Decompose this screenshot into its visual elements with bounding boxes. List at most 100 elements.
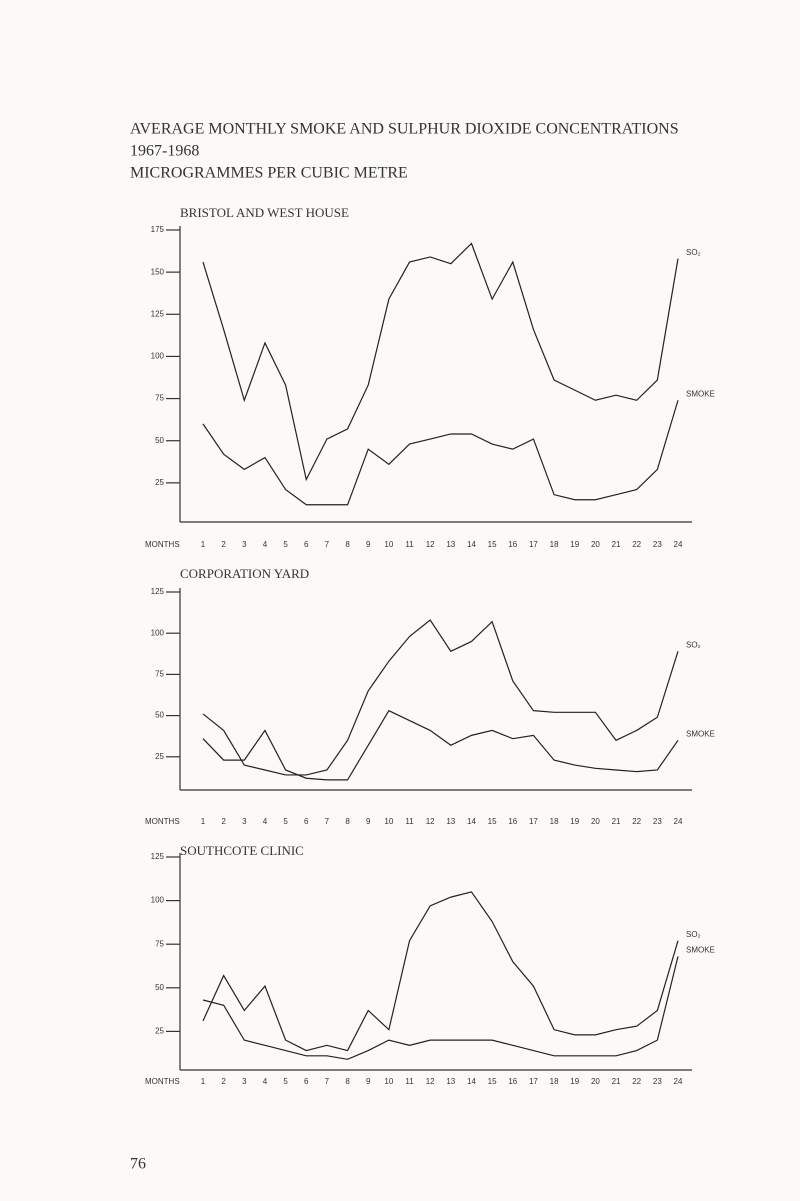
x-tick-label: 8 — [345, 817, 350, 826]
series-label: SMOKE — [686, 946, 715, 955]
x-tick-label: 1 — [201, 540, 206, 549]
x-axis-label: MONTHS — [145, 817, 180, 826]
series-label: SO₂ — [686, 640, 701, 649]
x-tick-label: 12 — [426, 540, 435, 549]
x-axis-label: MONTHS — [145, 1077, 180, 1086]
x-tick-label: 13 — [446, 540, 455, 549]
y-tick-label: 75 — [155, 670, 164, 679]
x-tick-label: 21 — [612, 540, 621, 549]
x-tick-label: 11 — [405, 817, 414, 826]
data-line — [202, 891, 679, 1052]
x-tick-label: 4 — [263, 540, 268, 549]
x-tick-label: 19 — [570, 817, 579, 826]
x-tick-label: 20 — [591, 817, 600, 826]
x-tick-label: 12 — [426, 817, 435, 826]
x-tick-label: 23 — [653, 817, 662, 826]
x-tick-label: 18 — [550, 540, 559, 549]
chart-title: CORPORATION YARD — [180, 566, 309, 581]
x-tick-label: 14 — [467, 1077, 476, 1086]
y-tick-label: 100 — [151, 628, 165, 637]
x-tick-label: 10 — [384, 540, 393, 549]
y-tick-label: 25 — [155, 1027, 164, 1036]
x-tick-label: 6 — [304, 817, 309, 826]
x-tick-label: 20 — [591, 540, 600, 549]
y-tick-label: 75 — [155, 394, 164, 403]
x-tick-label: 16 — [508, 1077, 517, 1086]
y-tick-label: 25 — [155, 752, 164, 761]
y-tick-label: 75 — [155, 939, 164, 948]
x-tick-label: 8 — [345, 1077, 350, 1086]
x-tick-label: 7 — [325, 817, 330, 826]
page-number: 76 — [130, 1156, 146, 1173]
x-tick-label: 3 — [242, 1077, 247, 1086]
x-tick-label: 2 — [221, 817, 226, 826]
y-tick-label: 25 — [155, 478, 164, 487]
x-tick-label: 22 — [632, 817, 641, 826]
x-tick-label: 17 — [529, 1077, 538, 1086]
series-label: SMOKE — [686, 729, 715, 738]
x-tick-label: 5 — [283, 540, 288, 549]
x-tick-label: 9 — [366, 1077, 371, 1086]
x-tick-label: 3 — [242, 540, 247, 549]
x-tick-label: 23 — [653, 1077, 662, 1086]
x-tick-label: 18 — [550, 1077, 559, 1086]
x-tick-label: 14 — [467, 540, 476, 549]
x-tick-label: 4 — [263, 1077, 268, 1086]
x-tick-label: 22 — [632, 540, 641, 549]
x-tick-label: 13 — [446, 1077, 455, 1086]
header-line: AVERAGE MONTHLY SMOKE AND SULPHUR DIOXID… — [130, 121, 679, 138]
y-tick-label: 125 — [151, 587, 165, 596]
chart-title: BRISTOL AND WEST HOUSE — [180, 205, 349, 220]
x-tick-label: 7 — [325, 1077, 330, 1086]
x-tick-label: 24 — [674, 1077, 683, 1086]
x-tick-label: 24 — [674, 817, 683, 826]
series-label: SO₂ — [686, 248, 701, 257]
x-tick-label: 5 — [283, 817, 288, 826]
header-line: MICROGRAMMES PER CUBIC METRE — [130, 165, 408, 182]
x-tick-label: 11 — [405, 540, 414, 549]
x-tick-label: 6 — [304, 1077, 309, 1086]
x-tick-label: 1 — [201, 1077, 206, 1086]
x-tick-label: 2 — [221, 1077, 226, 1086]
x-tick-label: 3 — [242, 817, 247, 826]
x-tick-label: 10 — [384, 817, 393, 826]
y-tick-label: 125 — [151, 309, 165, 318]
x-tick-label: 19 — [570, 540, 579, 549]
x-tick-label: 9 — [366, 540, 371, 549]
x-tick-label: 6 — [304, 540, 309, 549]
y-tick-label: 50 — [155, 711, 164, 720]
y-tick-label: 100 — [151, 352, 165, 361]
data-line — [202, 400, 679, 506]
x-tick-label: 16 — [508, 540, 517, 549]
y-tick-label: 125 — [151, 852, 165, 861]
header-line: 1967-1968 — [130, 143, 199, 160]
y-tick-label: 175 — [151, 225, 165, 234]
data-line — [202, 242, 679, 482]
x-tick-label: 18 — [550, 817, 559, 826]
y-tick-label: 50 — [155, 436, 164, 445]
x-tick-label: 1 — [201, 817, 206, 826]
x-tick-label: 4 — [263, 817, 268, 826]
y-tick-label: 100 — [151, 896, 165, 905]
x-axis-label: MONTHS — [145, 540, 180, 549]
x-tick-label: 8 — [345, 540, 350, 549]
data-line — [202, 956, 679, 1060]
x-tick-label: 23 — [653, 540, 662, 549]
x-tick-label: 14 — [467, 817, 476, 826]
data-line — [202, 619, 679, 776]
x-tick-label: 15 — [488, 1077, 497, 1086]
x-tick-label: 2 — [221, 540, 226, 549]
x-tick-label: 12 — [426, 1077, 435, 1086]
x-tick-label: 24 — [674, 540, 683, 549]
x-tick-label: 21 — [612, 1077, 621, 1086]
x-tick-label: 16 — [508, 817, 517, 826]
series-label: SMOKE — [686, 389, 715, 398]
x-tick-label: 15 — [488, 540, 497, 549]
x-tick-label: 20 — [591, 1077, 600, 1086]
x-tick-label: 17 — [529, 540, 538, 549]
x-tick-label: 17 — [529, 817, 538, 826]
x-tick-label: 11 — [405, 1077, 414, 1086]
x-tick-label: 9 — [366, 817, 371, 826]
x-tick-label: 10 — [384, 1077, 393, 1086]
